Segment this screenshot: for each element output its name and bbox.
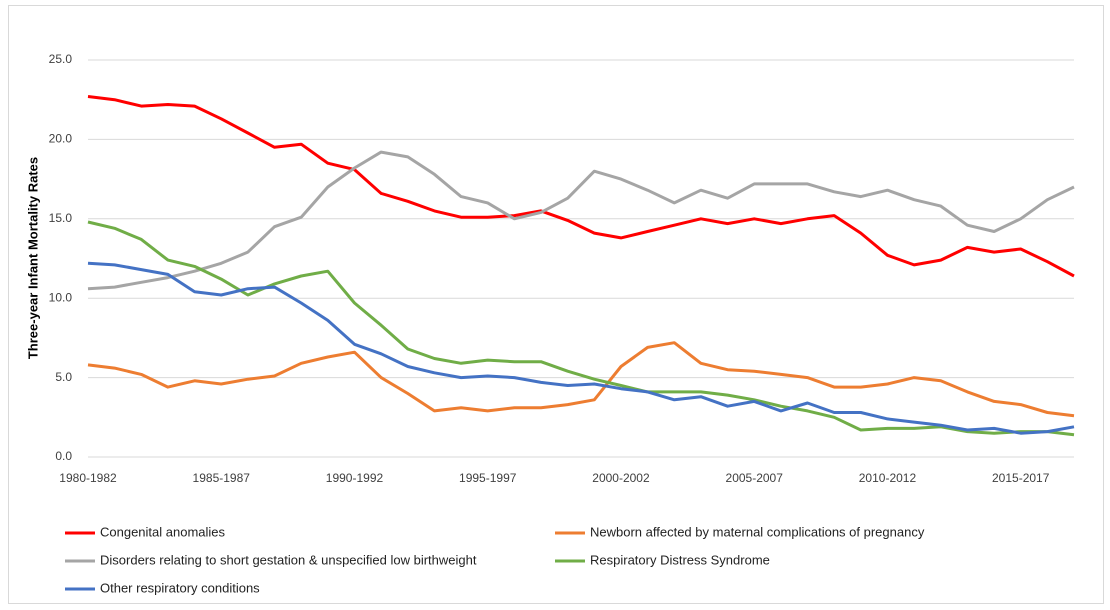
y-tick-label: 20.0 bbox=[49, 132, 73, 146]
x-tick-label: 2000-2002 bbox=[592, 471, 650, 485]
y-tick-label: 15.0 bbox=[49, 211, 73, 225]
y-tick-label: 5.0 bbox=[55, 370, 72, 384]
legend-label: Newborn affected by maternal complicatio… bbox=[590, 524, 925, 539]
series-line bbox=[87, 220, 1075, 437]
x-tick-label: 1990-1992 bbox=[326, 471, 384, 485]
series-line bbox=[87, 150, 1075, 291]
legend-label: Respiratory Distress Syndrome bbox=[590, 552, 770, 567]
x-tick-label: 2015-2017 bbox=[992, 471, 1050, 485]
legend-label: Congenital anomalies bbox=[100, 524, 226, 539]
legend-label: Other respiratory conditions bbox=[100, 580, 260, 595]
series-line bbox=[87, 95, 1075, 278]
x-tick-label: 1995-1997 bbox=[459, 471, 517, 485]
y-axis-label: Three-year Infant Mortality Rates bbox=[25, 157, 40, 359]
y-tick-label: 25.0 bbox=[49, 52, 73, 66]
legend-label: Disorders relating to short gestation & … bbox=[100, 552, 477, 567]
x-tick-label: 2005-2007 bbox=[726, 471, 784, 485]
series-line bbox=[87, 341, 1075, 418]
x-tick-label: 1980-1982 bbox=[59, 471, 117, 485]
y-tick-label: 0.0 bbox=[55, 449, 72, 463]
x-tick-label: 2010-2012 bbox=[859, 471, 917, 485]
y-tick-label: 10.0 bbox=[49, 290, 73, 304]
chart-border bbox=[8, 5, 1104, 604]
series-line bbox=[87, 261, 1075, 435]
x-tick-label: 1985-1987 bbox=[193, 471, 251, 485]
